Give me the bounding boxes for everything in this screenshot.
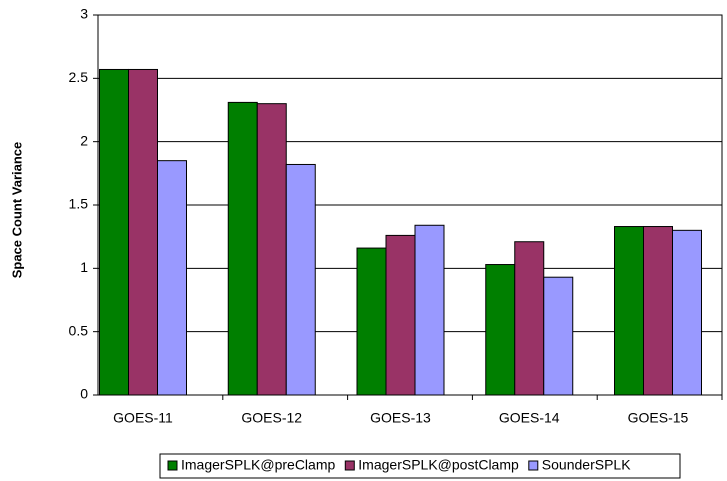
bar (157, 160, 187, 396)
bar (227, 101, 258, 396)
bar (99, 68, 129, 396)
bar (514, 241, 545, 396)
x-tick-label: GOES-13 (370, 410, 431, 426)
legend-swatch (167, 460, 178, 471)
bar (485, 264, 516, 396)
y-tick-label: 2 (80, 132, 88, 148)
y-tick-label: 1.5 (69, 196, 89, 212)
bar (672, 229, 702, 396)
bar (643, 226, 673, 396)
y-tick-label: 2.5 (69, 69, 89, 85)
bar (414, 224, 445, 396)
legend-label: ImagerSPLK@preClamp (181, 457, 335, 473)
y-tick-label: 3 (80, 6, 88, 22)
bar (256, 103, 287, 396)
bar (614, 226, 644, 396)
legend-swatch (528, 460, 539, 471)
y-tick-label: 0.5 (69, 322, 89, 338)
y-tick-label: 0 (80, 386, 88, 402)
legend-label: SounderSPLK (542, 457, 631, 473)
x-tick-label: GOES-12 (241, 410, 302, 426)
bar (385, 234, 416, 396)
x-tick-label: GOES-14 (499, 410, 560, 426)
bar (543, 276, 574, 396)
legend-swatch (344, 460, 355, 471)
bar (285, 163, 316, 396)
bar (128, 68, 158, 396)
y-tick-label: 1 (80, 259, 88, 275)
x-tick-label: GOES-15 (628, 410, 689, 426)
legend-label: ImagerSPLK@postClamp (358, 457, 519, 473)
bar (356, 247, 387, 396)
y-axis-label: Space Count Variance (9, 142, 24, 279)
x-tick-label: GOES-11 (113, 410, 173, 426)
legend-box (159, 453, 681, 479)
